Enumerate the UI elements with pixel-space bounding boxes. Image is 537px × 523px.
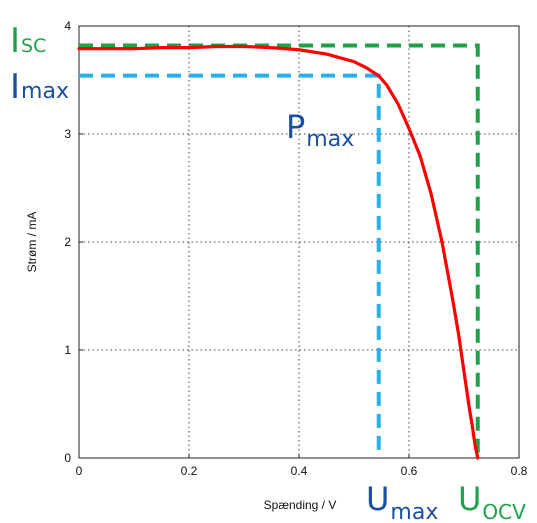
grid xyxy=(79,26,519,458)
isc-uocv-guide xyxy=(79,43,480,458)
x-tick-label: 0 xyxy=(76,464,83,478)
pmax-label-sub: max xyxy=(306,127,354,152)
y-tick-label: 1 xyxy=(64,343,71,357)
tick-labels: 0 0.2 0.4 0.6 0.8 0 1 2 3 4 xyxy=(64,19,527,478)
imax-label: Imax xyxy=(10,67,69,107)
uocv-label: UOCV xyxy=(458,480,526,523)
y-tick-label: 0 xyxy=(64,451,71,465)
pmax-label: Pmax xyxy=(286,108,354,152)
pmax-label-main: P xyxy=(286,108,305,146)
umax-label-main: U xyxy=(366,480,389,518)
x-tick-label: 0.8 xyxy=(511,464,528,478)
y-tick-label: 4 xyxy=(64,19,71,33)
uocv-label-sub: OCV xyxy=(482,500,526,523)
x-tick-label: 0.6 xyxy=(401,464,418,478)
umax-label: Umax xyxy=(366,480,438,523)
series-line-iv-curve xyxy=(77,44,480,460)
y-axis-label: Strøm / mA xyxy=(25,212,39,273)
x-axis-label: Spænding / V xyxy=(264,498,337,512)
series-layer xyxy=(77,44,480,460)
isc-label: ISC xyxy=(10,21,46,61)
umax-label-sub: max xyxy=(390,500,438,523)
isc-label-main: I xyxy=(10,21,20,61)
y-tick-label: 2 xyxy=(64,235,71,249)
imax-label-main: I xyxy=(10,67,20,107)
imax-label-sub: max xyxy=(21,79,69,104)
uocv-label-main: U xyxy=(458,480,481,518)
x-tick-label: 0.2 xyxy=(181,464,198,478)
x-tick-label: 0.4 xyxy=(291,464,308,478)
isc-label-sub: SC xyxy=(21,35,46,57)
y-tick-label: 3 xyxy=(64,127,71,141)
guide-lines xyxy=(79,43,480,458)
